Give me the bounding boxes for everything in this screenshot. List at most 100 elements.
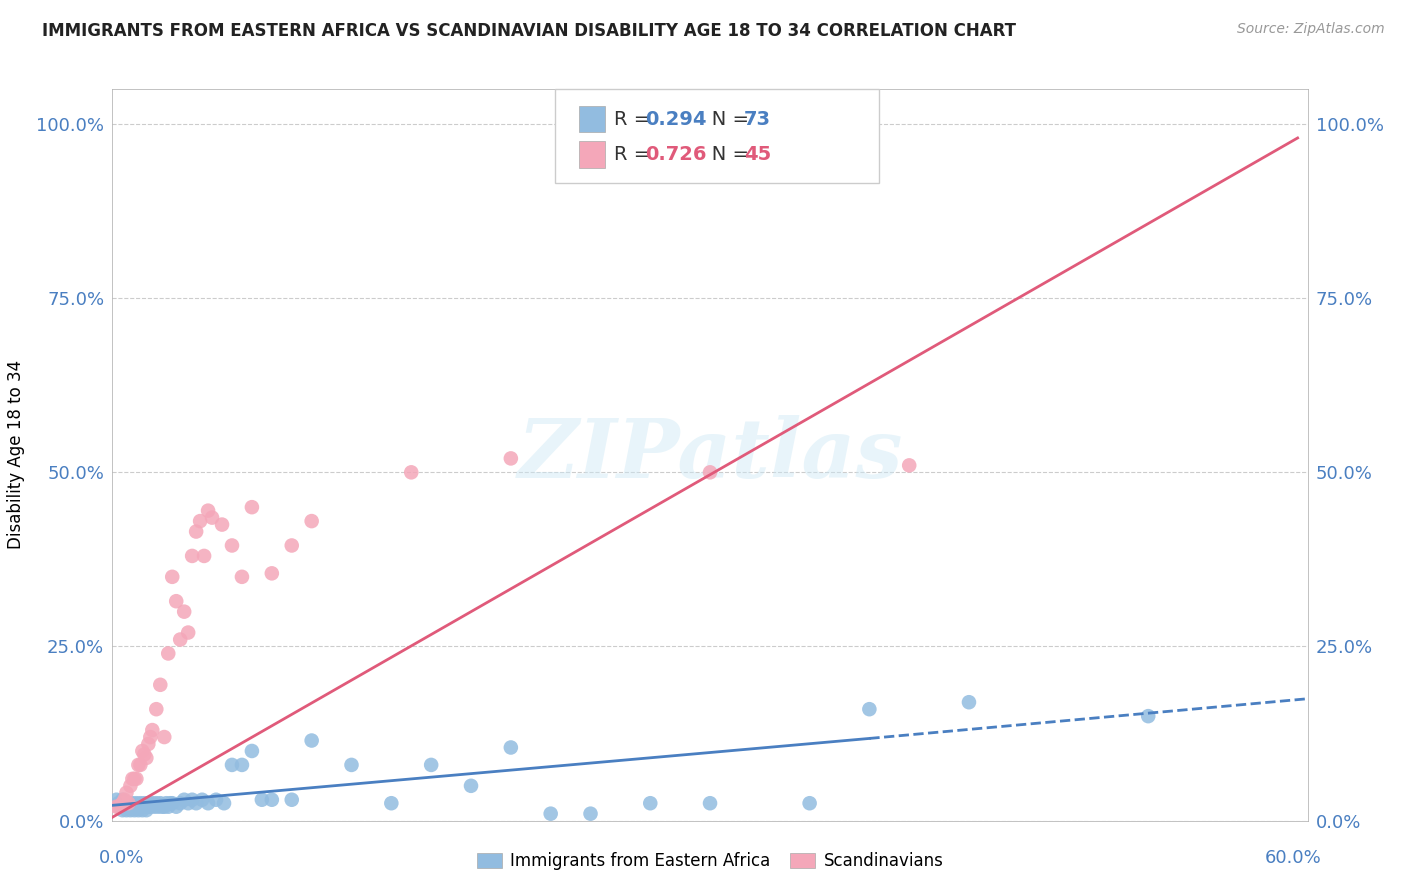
Text: 0.294: 0.294 (645, 110, 707, 128)
Point (157, 647, 180, 661)
Point (111, 793, 134, 807)
Point (340, 758, 363, 772)
Point (125, 796, 148, 810)
Point (380, 796, 402, 810)
Text: Source: ZipAtlas.com: Source: ZipAtlas.com (1237, 22, 1385, 37)
Point (110, 799, 132, 814)
Text: 73: 73 (744, 110, 770, 128)
Point (120, 803, 142, 817)
Point (117, 799, 139, 814)
Point (281, 539, 304, 553)
Point (135, 751, 157, 765)
Point (121, 799, 143, 814)
Point (111, 803, 134, 817)
Point (155, 796, 177, 810)
Point (150, 799, 173, 814)
Point (115, 803, 138, 817)
Point (162, 570, 183, 584)
Point (120, 779, 142, 793)
Point (131, 803, 153, 817)
Point (221, 758, 243, 772)
Point (141, 796, 163, 810)
Point (540, 806, 562, 821)
Point (799, 145, 821, 159)
Point (699, 796, 721, 810)
Point (129, 799, 152, 814)
Point (111, 796, 134, 810)
Point (212, 796, 235, 810)
Text: 60.0%: 60.0% (1265, 849, 1322, 867)
Point (301, 733, 323, 747)
Point (129, 758, 152, 772)
Point (240, 500, 263, 515)
Point (186, 524, 208, 539)
Point (181, 793, 204, 807)
Text: 0.0%: 0.0% (98, 849, 143, 867)
Point (260, 793, 283, 807)
Point (499, 740, 522, 755)
Point (157, 799, 180, 814)
Point (799, 796, 821, 810)
Point (129, 796, 152, 810)
Point (134, 796, 156, 810)
Point (125, 799, 148, 814)
Point (181, 549, 204, 563)
Text: N =: N = (693, 110, 755, 128)
Point (114, 793, 135, 807)
Point (169, 632, 191, 647)
Point (114, 799, 135, 814)
Point (159, 796, 181, 810)
Point (120, 799, 142, 814)
Point (117, 796, 139, 810)
Text: R =: R = (614, 145, 657, 164)
Point (460, 779, 482, 793)
Point (127, 799, 149, 814)
Point (173, 793, 195, 807)
Point (121, 772, 143, 786)
Point (135, 803, 157, 817)
Point (114, 796, 135, 810)
Point (699, 466, 721, 480)
Point (177, 796, 200, 810)
Point (186, 796, 208, 810)
Point (231, 758, 253, 772)
Point (197, 503, 219, 517)
Legend: Immigrants from Eastern Africa, Scandinavians: Immigrants from Eastern Africa, Scandina… (468, 844, 952, 878)
Point (250, 793, 273, 807)
Point (131, 799, 153, 814)
Point (124, 772, 146, 786)
Point (148, 799, 170, 814)
Point (107, 796, 129, 810)
Point (898, 458, 921, 473)
Point (420, 758, 443, 772)
Point (135, 799, 157, 814)
Point (205, 793, 228, 807)
Point (153, 730, 176, 744)
Point (143, 799, 166, 814)
Point (125, 772, 148, 786)
Point (211, 517, 233, 532)
Text: 0.726: 0.726 (645, 145, 707, 164)
Point (149, 796, 172, 810)
Point (193, 549, 215, 563)
Point (499, 451, 522, 466)
Point (121, 796, 143, 810)
Point (301, 514, 323, 528)
Point (141, 723, 163, 737)
Point (191, 793, 214, 807)
Point (127, 803, 149, 817)
Point (169, 796, 191, 810)
Point (221, 539, 243, 553)
Point (858, 702, 880, 716)
Point (197, 796, 219, 810)
Point (177, 625, 200, 640)
Text: N =: N = (693, 145, 755, 164)
Point (124, 803, 146, 817)
Point (231, 570, 253, 584)
Point (134, 747, 156, 762)
Point (105, 799, 128, 814)
Point (145, 702, 167, 716)
Point (165, 594, 187, 608)
Point (138, 737, 160, 751)
Point (134, 799, 156, 814)
